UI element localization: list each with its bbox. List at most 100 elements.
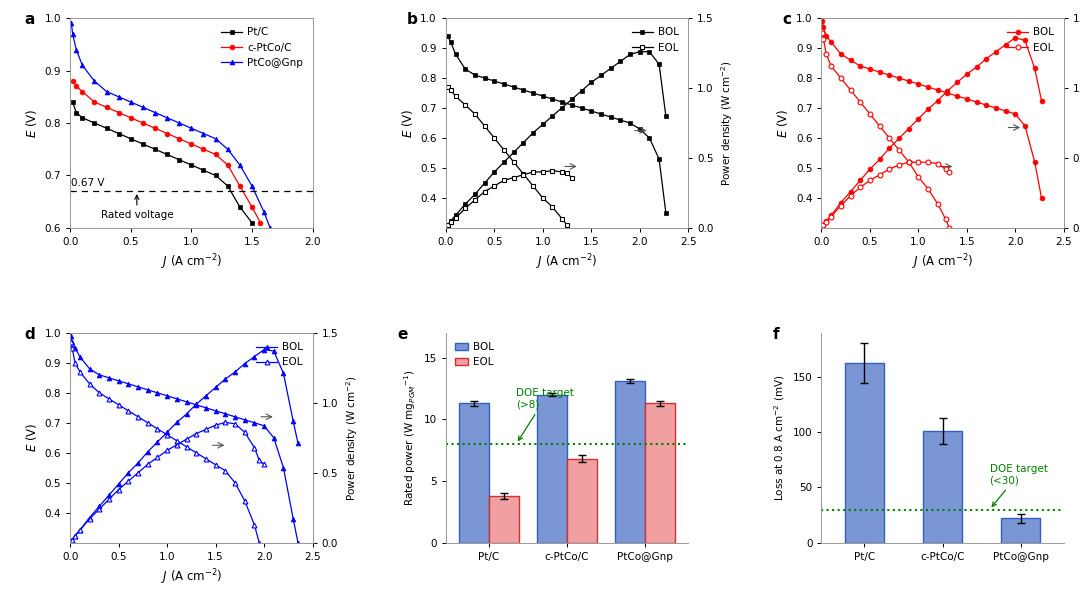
c-PtCo/C <box>245 203 258 210</box>
BOL <box>1028 159 1041 166</box>
Pt/C <box>173 156 186 163</box>
EOL <box>112 401 125 408</box>
BOL <box>442 33 455 40</box>
BOL <box>643 134 656 142</box>
PtCo@Gnp <box>258 209 271 216</box>
BOL <box>941 89 954 96</box>
BOL <box>660 209 673 216</box>
BOL <box>161 392 174 399</box>
BOL <box>950 92 963 99</box>
Pt/C <box>87 119 100 127</box>
PtCo@Gnp <box>124 98 137 106</box>
EOL <box>132 413 145 420</box>
Y-axis label: Power density (W cm$^{-2}$): Power density (W cm$^{-2}$) <box>343 375 360 500</box>
Legend: BOL, EOL: BOL, EOL <box>627 24 683 57</box>
EOL <box>444 86 457 93</box>
EOL <box>442 83 455 90</box>
BOL <box>825 39 838 46</box>
EOL <box>200 455 213 463</box>
Line: c-PtCo/C: c-PtCo/C <box>70 78 262 225</box>
BOL <box>835 51 848 58</box>
BOL <box>239 416 252 423</box>
BOL <box>816 24 829 31</box>
c-PtCo/C <box>173 135 186 142</box>
BOL <box>546 95 559 103</box>
BOL <box>845 57 858 64</box>
BOL <box>652 156 665 163</box>
BOL <box>816 17 829 25</box>
BOL <box>210 407 222 414</box>
EOL <box>902 159 915 166</box>
BOL <box>141 386 154 393</box>
Bar <box>489 496 518 543</box>
X-axis label: $J$ (A cm$^{-2}$): $J$ (A cm$^{-2}$) <box>536 253 598 272</box>
PtCo@Gnp <box>210 135 222 142</box>
EOL <box>488 134 501 142</box>
BOL <box>449 51 462 58</box>
EOL <box>854 98 867 106</box>
BOL <box>258 422 271 429</box>
EOL <box>565 230 578 238</box>
EOL <box>873 122 886 130</box>
EOL <box>820 51 833 58</box>
PtCo@Gnp <box>112 93 125 100</box>
EOL <box>83 380 96 388</box>
BOL <box>575 104 588 112</box>
EOL <box>921 185 934 192</box>
Text: b: b <box>407 12 418 27</box>
EOL <box>141 419 154 426</box>
Text: a: a <box>24 12 35 27</box>
EOL <box>66 344 79 352</box>
EOL <box>943 224 956 232</box>
Line: BOL: BOL <box>69 333 300 545</box>
Legend: BOL, EOL: BOL, EOL <box>451 338 498 371</box>
EOL <box>219 467 232 475</box>
c-PtCo/C <box>66 77 79 84</box>
Line: BOL: BOL <box>445 34 669 215</box>
c-PtCo/C <box>76 88 89 95</box>
EOL <box>478 122 491 130</box>
EOL <box>161 431 174 438</box>
EOL <box>210 461 222 469</box>
BOL <box>508 83 521 90</box>
Text: d: d <box>24 327 35 341</box>
c-PtCo/C <box>87 98 100 106</box>
PtCo@Gnp <box>87 77 100 84</box>
PtCo@Gnp <box>264 224 276 232</box>
X-axis label: $J$ (A cm$^{-2}$): $J$ (A cm$^{-2}$) <box>161 253 222 272</box>
EOL <box>151 425 164 432</box>
Bar <box>845 362 885 543</box>
EOL <box>459 101 472 109</box>
EOL <box>527 182 540 189</box>
c-PtCo/C <box>100 104 113 111</box>
BOL <box>200 404 213 411</box>
c-PtCo/C <box>233 182 246 189</box>
BOL <box>459 66 472 73</box>
BOL <box>248 419 261 426</box>
c-PtCo/C <box>221 162 234 169</box>
BOL <box>83 365 96 373</box>
EOL <box>863 110 876 118</box>
BOL <box>584 107 597 115</box>
EOL <box>835 74 848 81</box>
BOL <box>863 66 876 73</box>
EOL <box>537 194 550 201</box>
PtCo@Gnp <box>136 104 149 111</box>
BOL <box>1035 194 1048 201</box>
Line: PtCo@Gnp: PtCo@Gnp <box>69 21 272 230</box>
Pt/C <box>100 125 113 132</box>
BOL <box>912 80 924 87</box>
BOL <box>604 113 617 121</box>
Y-axis label: Rated power (W mg$_{PGM}$$^{-1}$): Rated power (W mg$_{PGM}$$^{-1}$) <box>402 370 418 506</box>
EOL <box>931 200 944 207</box>
PtCo@Gnp <box>197 130 210 137</box>
Bar <box>537 394 567 543</box>
BOL <box>623 119 636 127</box>
Bar <box>1001 519 1040 543</box>
Line: EOL: EOL <box>445 84 575 236</box>
X-axis label: $J$ (A cm$^{-2}$): $J$ (A cm$^{-2}$) <box>912 253 973 272</box>
BOL <box>537 92 550 99</box>
Pt/C <box>112 130 125 137</box>
PtCo@Gnp <box>66 30 79 37</box>
BOL <box>517 86 530 93</box>
